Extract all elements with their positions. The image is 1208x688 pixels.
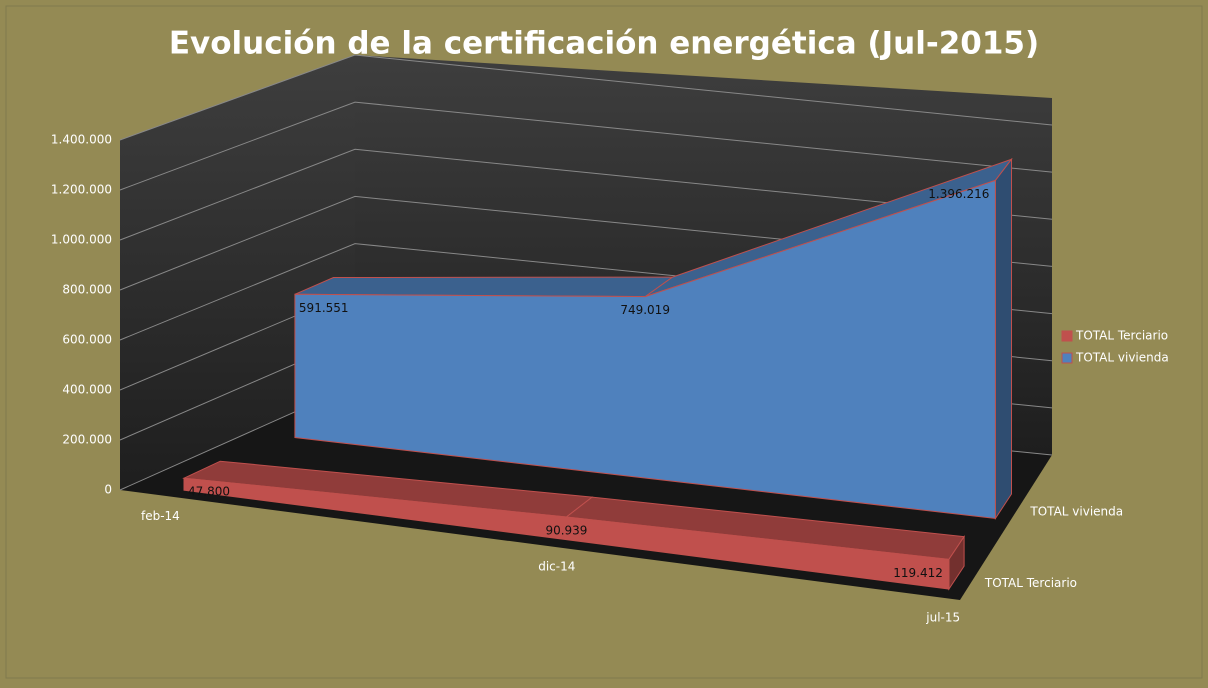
area bbox=[183, 477, 950, 590]
data-label: 591.551 bbox=[299, 301, 349, 315]
area-top bbox=[294, 276, 675, 298]
data-label: 1.396.216 bbox=[928, 187, 989, 201]
y-tick-label: 0 bbox=[104, 483, 112, 497]
x-tick-label: feb-14 bbox=[141, 509, 180, 523]
data-label: 749.019 bbox=[620, 303, 670, 317]
legend-swatch bbox=[1061, 352, 1073, 364]
y-tick-label: 1.200.000 bbox=[51, 183, 112, 197]
y-tick-label: 1.400.000 bbox=[51, 133, 112, 147]
y-tick-label: 600.000 bbox=[62, 333, 112, 347]
y-tick-label: 1.000.000 bbox=[51, 233, 112, 247]
chart-title: Evolución de la certificación energética… bbox=[169, 26, 1039, 62]
grid-line bbox=[119, 101, 1053, 191]
data-label: 119.412 bbox=[893, 566, 943, 580]
frame bbox=[5, 5, 1203, 679]
area-side bbox=[994, 157, 1012, 521]
data-label: 90.939 bbox=[545, 523, 587, 537]
y-tick-label: 200.000 bbox=[62, 433, 112, 447]
legend-swatch bbox=[1061, 330, 1073, 342]
x-tick-label: jul-15 bbox=[925, 610, 960, 624]
area bbox=[294, 179, 996, 520]
data-label: 47.800 bbox=[188, 485, 230, 499]
y-tick-label: 800.000 bbox=[62, 283, 112, 297]
x-tick-label: dic-14 bbox=[538, 560, 575, 574]
y-tick-label: 400.000 bbox=[62, 383, 112, 397]
depth-label: TOTAL vivienda bbox=[1029, 504, 1123, 518]
legend-label: TOTAL vivienda bbox=[1075, 351, 1169, 365]
legend-label: TOTAL Terciario bbox=[1075, 329, 1168, 343]
grid-line bbox=[119, 148, 1053, 241]
depth-label: TOTAL Terciario bbox=[984, 576, 1077, 590]
grid-line bbox=[119, 54, 1053, 141]
